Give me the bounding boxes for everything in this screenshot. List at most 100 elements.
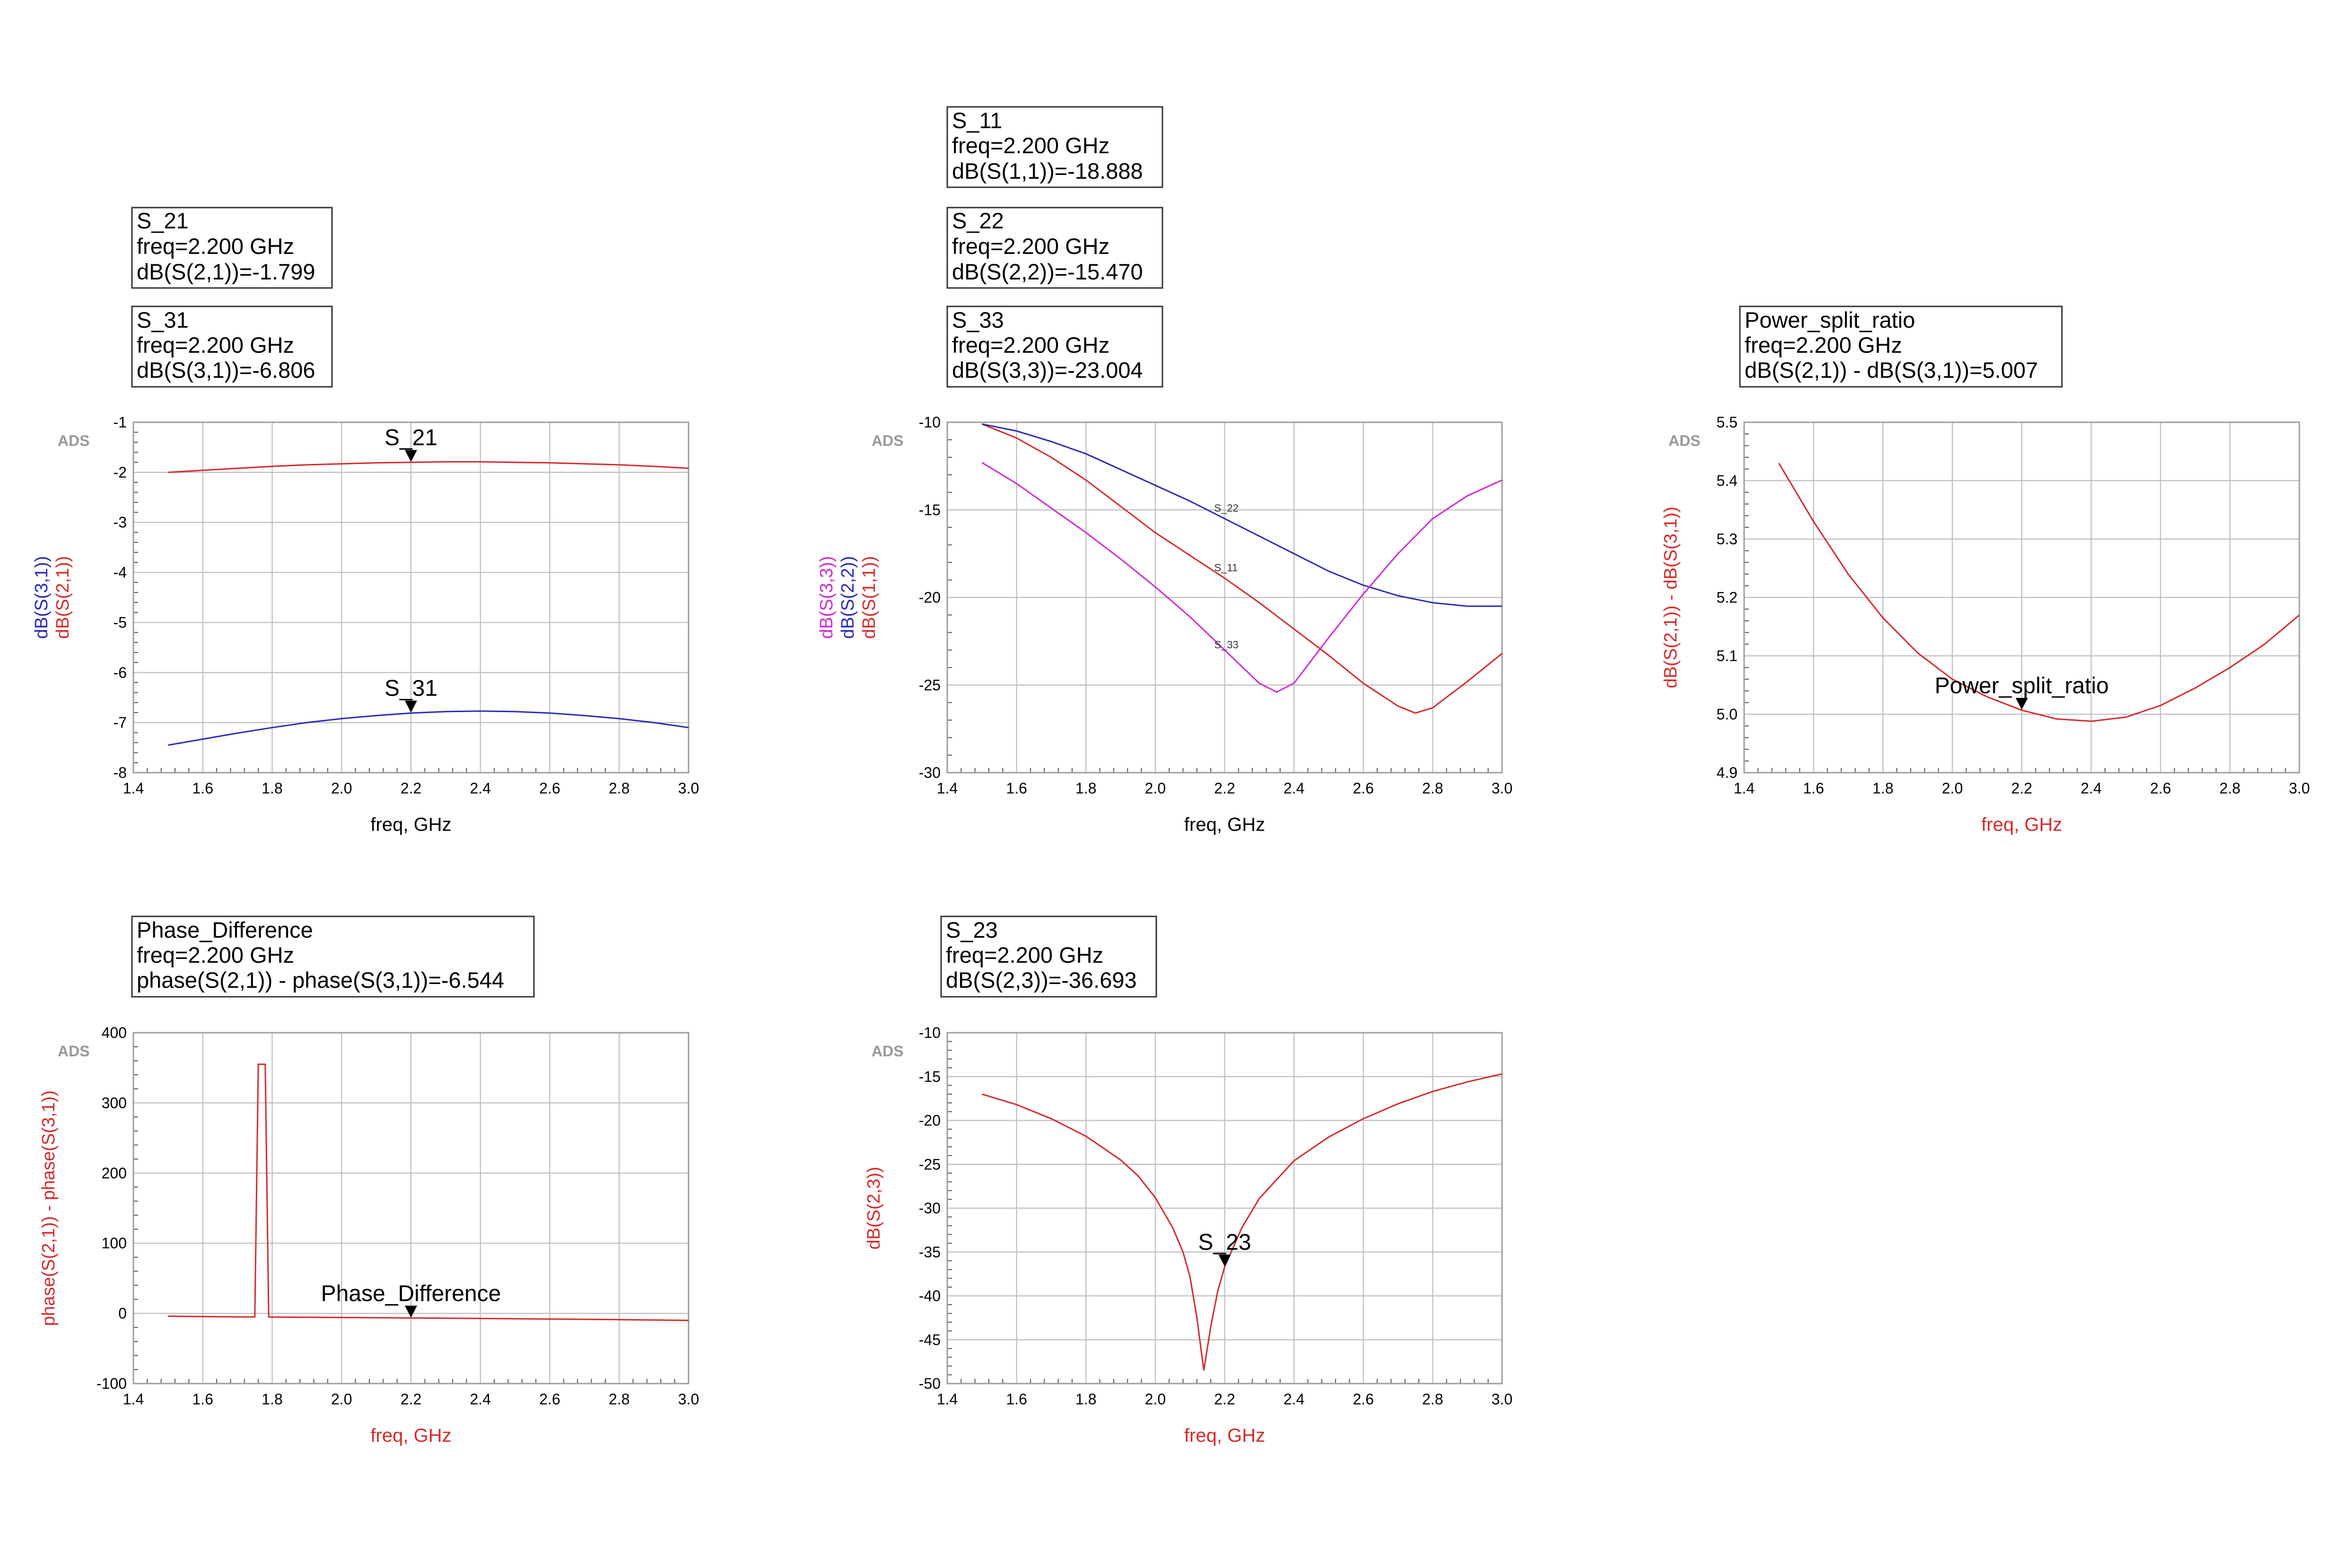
x-tick-label: 2.0 bbox=[331, 780, 352, 797]
y-axis-label: dB(S(2,1)) - dB(S(3,1)) bbox=[1661, 506, 1681, 688]
x-tick-label: 2.0 bbox=[1942, 780, 1963, 797]
y-tick-label: 5.2 bbox=[1717, 589, 1738, 606]
marker-box-line: freq=2.200 GHz bbox=[952, 234, 1109, 259]
y-tick-label: -6 bbox=[114, 664, 127, 681]
plot-frame bbox=[132, 1032, 690, 1385]
y-tick-label: -45 bbox=[919, 1331, 941, 1348]
y-axis-label: dB(S(2,1)) bbox=[53, 556, 73, 639]
series-line bbox=[981, 462, 1502, 693]
x-tick-label: 1.6 bbox=[1803, 780, 1824, 797]
marker-box-power-split-ratio[interactable]: Power_split_ratio freq=2.200 GHz dB(S(2,… bbox=[1739, 305, 2063, 388]
y-tick-label: -4 bbox=[114, 564, 127, 581]
marker-box-line: freq=2.200 GHz bbox=[952, 133, 1109, 158]
marker-box-line: dB(S(3,3))=-23.004 bbox=[952, 357, 1143, 383]
x-tick-label: 1.8 bbox=[1075, 1391, 1096, 1408]
chart-reflection: 1.4 1.6 1.8 2.0 2.2 2.4 2.6 2.8 3.0 -30 -25 -20 -15 -… bbox=[817, 414, 1512, 835]
x-tick-label: 2.4 bbox=[1284, 1391, 1304, 1408]
x-tick-label: 2.0 bbox=[331, 1391, 352, 1408]
x-tick-label: 2.8 bbox=[609, 780, 629, 797]
y-tick-label: 5.4 bbox=[1717, 472, 1738, 489]
y-tick-label: 5.5 bbox=[1717, 414, 1738, 431]
x-tick-label: 2.2 bbox=[1214, 1391, 1235, 1408]
x-tick-label: 1.8 bbox=[262, 780, 282, 797]
x-tick-label: 2.2 bbox=[401, 780, 421, 797]
ads-watermark: ADS bbox=[1668, 432, 1701, 449]
marker-triangle[interactable] bbox=[405, 700, 417, 713]
x-tick-label: 1.4 bbox=[937, 1391, 958, 1408]
chart-power_split: 1.4 1.6 1.8 2.0 2.2 2.4 2.6 2.8 3.0 4.9 5.0 5.1 5.2 5… bbox=[1661, 414, 2310, 835]
y-tick-label: -10 bbox=[919, 1024, 941, 1041]
y-tick-label: -10 bbox=[919, 414, 941, 431]
marker-box-line: freq=2.200 GHz bbox=[137, 332, 294, 357]
y-tick-label: -2 bbox=[114, 464, 127, 481]
x-tick-label: 3.0 bbox=[1492, 780, 1512, 797]
marker-triangle[interactable] bbox=[2016, 697, 2028, 710]
ads-watermark: ADS bbox=[872, 432, 904, 449]
y-tick-label: -15 bbox=[919, 501, 941, 518]
chart-transmission: 1.4 1.6 1.8 2.0 2.2 2.4 2.6 2.8 3.0 -8 -7 -6 -5 -4 -3 -… bbox=[32, 414, 699, 835]
plot-frame bbox=[132, 421, 690, 774]
y-tick-label: -25 bbox=[919, 1156, 941, 1173]
y-tick-label: -50 bbox=[919, 1375, 941, 1392]
marker-box-phase-difference[interactable]: Phase_Difference freq=2.200 GHz phase(S(… bbox=[131, 915, 535, 998]
x-tick-label: 2.0 bbox=[1145, 1391, 1166, 1408]
y-tick-label: -30 bbox=[919, 764, 941, 781]
x-tick-label: 3.0 bbox=[678, 780, 699, 797]
y-axis-label: dB(S(1,1)) bbox=[859, 556, 879, 639]
marker-triangle[interactable] bbox=[405, 1306, 417, 1318]
marker-box-line: phase(S(2,1)) - phase(S(3,1))=-6.544 bbox=[137, 967, 504, 993]
y-tick-label: -25 bbox=[919, 677, 941, 694]
x-tick-label: 1.4 bbox=[1734, 780, 1755, 797]
marker-box-line: dB(S(2,2))=-15.470 bbox=[952, 259, 1143, 284]
x-axis-label: freq, GHz bbox=[1981, 814, 2062, 835]
y-tick-label: 100 bbox=[102, 1235, 127, 1252]
marker-box-line: S_33 bbox=[952, 307, 1004, 332]
x-tick-label: 2.6 bbox=[539, 780, 560, 797]
plot-frame bbox=[946, 421, 1503, 774]
y-tick-label: -7 bbox=[114, 714, 127, 731]
marker-box-s22[interactable]: S_22 freq=2.200 GHz dB(S(2,2))=-15.470 bbox=[946, 207, 1163, 289]
marker-box-s33[interactable]: S_33 freq=2.200 GHz dB(S(3,3))=-23.004 bbox=[946, 305, 1163, 388]
y-tick-label: -40 bbox=[919, 1288, 941, 1305]
chart-isolation: 1.4 1.6 1.8 2.0 2.2 2.4 2.6 2.8 3.0 -50 -45 -40 -35 -… bbox=[864, 1024, 1512, 1446]
plot-frame bbox=[946, 1032, 1503, 1385]
marker-box-line: dB(S(3,1))=-6.806 bbox=[137, 357, 315, 383]
y-tick-label: -3 bbox=[114, 514, 127, 531]
y-tick-label: 200 bbox=[102, 1165, 127, 1182]
x-tick-label: 2.2 bbox=[1214, 780, 1235, 797]
x-axis-label: freq, GHz bbox=[370, 814, 451, 835]
marker-box-s21[interactable]: S_21 freq=2.200 GHz dB(S(2,1))=-1.799 bbox=[131, 207, 333, 289]
marker-box-s31[interactable]: S_31 freq=2.200 GHz dB(S(3,1))=-6.806 bbox=[131, 305, 333, 388]
series-line bbox=[982, 423, 1502, 607]
y-tick-label: -15 bbox=[919, 1068, 941, 1085]
y-tick-label: -20 bbox=[919, 1112, 941, 1129]
x-tick-label: 2.4 bbox=[470, 780, 491, 797]
y-tick-label: 400 bbox=[102, 1024, 127, 1041]
y-tick-label: -1 bbox=[114, 414, 127, 431]
marker-box-line: dB(S(2,1))=-1.799 bbox=[137, 259, 315, 284]
x-tick-label: 1.8 bbox=[262, 1391, 282, 1408]
marker-box-s23[interactable]: S_23 freq=2.200 GHz dB(S(2,3))=-36.693 bbox=[940, 915, 1157, 998]
x-tick-label: 1.8 bbox=[1872, 780, 1893, 797]
y-axis-label: dB(S(3,1)) bbox=[32, 556, 52, 639]
x-tick-label: 2.0 bbox=[1145, 780, 1166, 797]
marker-triangle[interactable] bbox=[405, 450, 417, 462]
x-tick-label: 2.4 bbox=[2081, 780, 2102, 797]
marker-label: S_23 bbox=[1198, 1230, 1251, 1255]
y-tick-label: 4.9 bbox=[1717, 764, 1738, 781]
marker-triangle[interactable] bbox=[1218, 1254, 1231, 1267]
marker-label: Phase_Difference bbox=[321, 1281, 501, 1306]
marker-box-line: dB(S(1,1))=-18.888 bbox=[952, 158, 1143, 183]
plot-panels: 1.4 1.6 1.8 2.0 2.2 2.4 2.6 2.8 3.0 -8 -7 -6 -5 -4 -3 -… bbox=[32, 414, 2310, 1446]
series-line bbox=[168, 461, 689, 473]
marker-box-line: freq=2.200 GHz bbox=[137, 942, 294, 967]
x-tick-label: 2.4 bbox=[470, 1391, 491, 1408]
x-tick-label: 3.0 bbox=[2289, 780, 2310, 797]
y-tick-label: -8 bbox=[114, 764, 127, 781]
x-tick-label: 1.8 bbox=[1075, 780, 1096, 797]
marker-box-s11[interactable]: S_11 freq=2.200 GHz dB(S(1,1))=-18.888 bbox=[946, 106, 1163, 188]
x-tick-label: 3.0 bbox=[678, 1391, 699, 1408]
y-tick-label: -5 bbox=[114, 614, 127, 631]
